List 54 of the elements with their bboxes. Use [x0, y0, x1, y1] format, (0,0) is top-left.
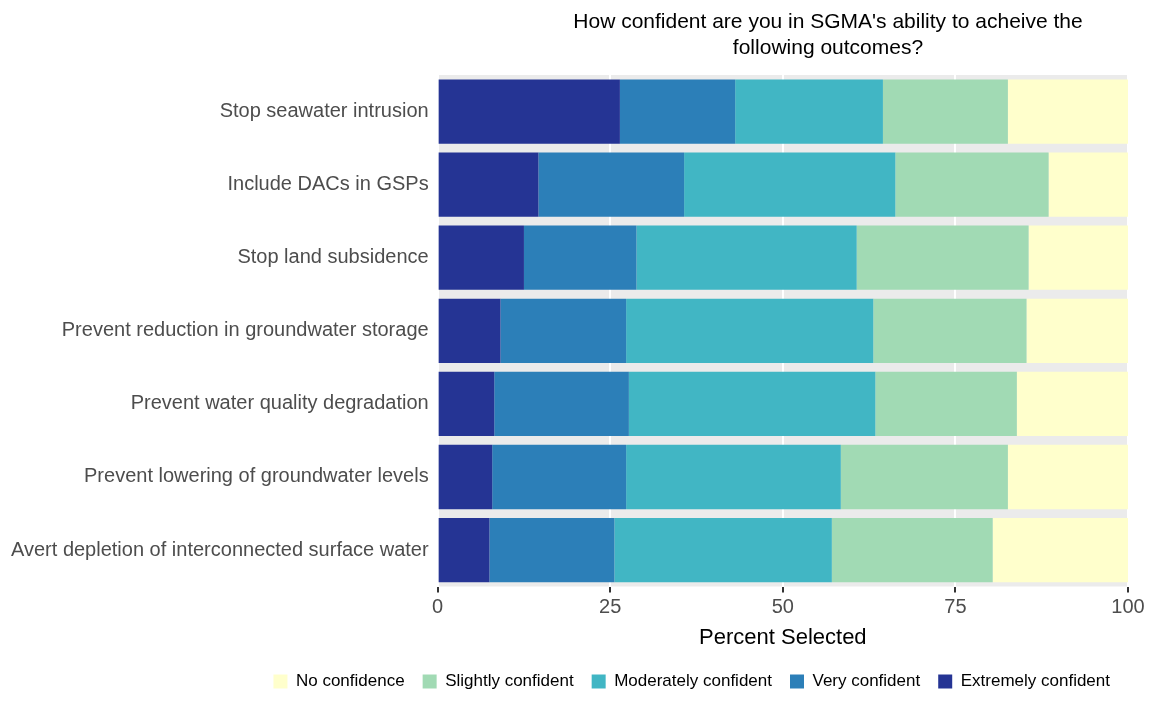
bar	[831, 517, 993, 583]
bar	[735, 79, 883, 144]
bar	[438, 225, 524, 290]
bar	[489, 517, 615, 583]
bar	[500, 298, 627, 363]
bar	[619, 79, 736, 144]
bar	[856, 225, 1029, 290]
bar	[438, 517, 490, 583]
bar	[992, 517, 1128, 583]
bar	[1016, 371, 1128, 437]
x-tick-label: 75	[944, 595, 967, 618]
x-tick-label: 50	[771, 595, 794, 618]
bar	[1007, 79, 1128, 144]
bar	[523, 225, 637, 290]
bar	[614, 517, 832, 583]
legend-label: Slightly confident	[445, 671, 574, 691]
bar	[628, 371, 876, 437]
bar	[636, 225, 857, 290]
bar	[1007, 444, 1128, 510]
bar	[895, 152, 1049, 217]
bar	[494, 371, 629, 437]
bar	[626, 444, 841, 510]
bar	[840, 444, 1008, 510]
bar	[538, 152, 685, 217]
bar	[882, 79, 1008, 144]
legend-label: Very confident	[812, 671, 921, 691]
bar	[1028, 225, 1128, 290]
legend-label: Moderately confident	[614, 671, 773, 691]
bar	[438, 371, 495, 437]
y-tick-label: Prevent lowering of groundwater levels	[84, 464, 429, 487]
legend-label: No confidence	[295, 671, 405, 691]
bar	[626, 298, 874, 363]
x-tick-label: 0	[432, 595, 444, 618]
y-tick-label: Stop seawater intrusion	[219, 99, 429, 122]
bar	[873, 298, 1027, 363]
bar	[438, 152, 539, 217]
bar	[492, 444, 627, 510]
bar	[875, 371, 1017, 437]
chart-title: How confident are you in SGMA's ability to acheive the following outcomes?	[572, 8, 1084, 60]
bar	[438, 444, 493, 510]
y-tick-label: Stop land subsidence	[237, 245, 429, 268]
bar	[1026, 298, 1128, 363]
x-tick-label: 100	[1111, 595, 1145, 618]
y-tick-label: Prevent reduction in groundwater storage	[61, 318, 429, 341]
legend-label: Extremely confident	[960, 671, 1111, 691]
bar	[438, 298, 501, 363]
bar	[1048, 152, 1128, 217]
y-tick-label: Avert depletion of interconnected surface water	[11, 537, 429, 560]
bar	[438, 79, 620, 144]
x-axis-title: Percent Selected	[699, 623, 867, 649]
x-tick-label: 25	[599, 595, 622, 618]
y-tick-label: Prevent water quality degradation	[130, 391, 429, 414]
y-tick-label: Include DACs in GSPs	[227, 172, 429, 195]
bar	[684, 152, 896, 217]
